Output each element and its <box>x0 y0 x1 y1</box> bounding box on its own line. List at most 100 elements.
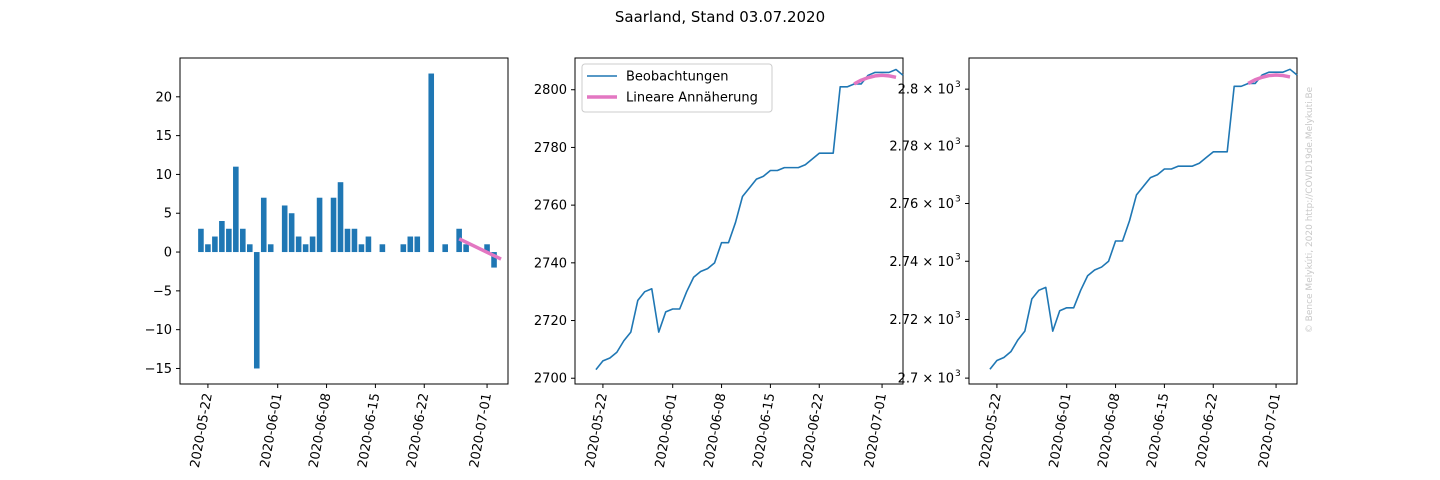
x-tick-label: 2020-06-01 <box>258 392 286 469</box>
y-tick-label: 2.8 × 10 <box>898 83 954 98</box>
figure-title: Saarland, Stand 03.07.2020 <box>615 8 825 26</box>
x-tick-label: 2020-07-01 <box>862 392 890 469</box>
y-tick-label-exponent: 3 <box>955 80 961 90</box>
y-tick-label: 2.72 × 10 <box>889 313 954 328</box>
daily-change-bar <box>205 244 211 253</box>
daily-change-bar <box>365 236 372 253</box>
x-tick-label: 2020-07-01 <box>1256 392 1284 469</box>
fit-series-line <box>1247 73 1291 86</box>
daily-change-bar <box>267 244 274 253</box>
observed-series-line <box>595 68 904 371</box>
y-tick-label-exponent: 3 <box>955 369 961 379</box>
observed-series-line <box>989 68 1298 370</box>
y-tick-label: −10 <box>145 323 172 338</box>
x-tick-label: 2020-06-15 <box>355 392 383 469</box>
daily-change-bar <box>491 252 497 268</box>
y-tick-label-exponent: 3 <box>955 252 961 262</box>
cumulative-log-lines <box>989 68 1298 370</box>
daily-change-bar <box>414 236 421 253</box>
y-tick-label: 2740 <box>534 256 567 271</box>
daily-change-bar <box>309 236 316 253</box>
daily-change-bar <box>212 236 218 253</box>
y-tick-label: 10 <box>155 168 172 183</box>
y-tick-label: 2800 <box>534 83 567 98</box>
x-tick-label: 2020-07-01 <box>467 392 495 469</box>
daily-change-bars <box>198 73 502 369</box>
daily-change-bar <box>240 228 246 253</box>
daily-change-bar <box>337 182 344 253</box>
daily-change-bar <box>484 244 490 253</box>
y-tick-label: 20 <box>155 90 172 105</box>
x-tick-label: 2020-06-22 <box>799 392 827 469</box>
cumulative-linear-lines <box>595 68 904 371</box>
x-tick-label: 2020-05-22 <box>977 392 1005 469</box>
chart-legend: Beobachtungen Lineare Annäherung <box>581 63 773 113</box>
daily-change-x-axis: 2020-05-22 2020-06-01 2020-06-08 2020-06-15… <box>188 384 495 469</box>
y-tick-label: 2780 <box>534 141 567 156</box>
daily-change-bar <box>400 244 407 253</box>
copyright-watermark: © Bence Melykúti, 2020 http://COVID19de.… <box>1305 86 1315 333</box>
y-tick-label: 2.7 × 10 <box>898 372 954 387</box>
y-tick-label-exponent: 3 <box>955 194 961 204</box>
x-tick-label: 2020-06-22 <box>404 392 432 469</box>
daily-change-bar <box>344 228 351 253</box>
x-tick-label: 2020-06-08 <box>1096 392 1124 469</box>
daily-change-bar <box>442 244 448 253</box>
panel-daily-changes-frame <box>179 57 509 385</box>
cumulative-log-x-axis: 2020-05-22 2020-06-01 2020-06-08 2020-06-15… <box>977 384 1284 469</box>
x-tick-label: 2020-06-01 <box>1047 392 1075 469</box>
x-tick-label: 2020-06-15 <box>750 392 778 469</box>
cumulative-linear-y-axis: 2700 2720 2740 2760 2780 2800 <box>534 83 575 387</box>
daily-change-bar <box>316 197 323 253</box>
y-tick-label: 2.76 × 10 <box>889 197 954 212</box>
daily-change-bar <box>281 205 288 253</box>
daily-change-bar <box>198 228 204 253</box>
legend-label-observed: Beobachtungen <box>626 70 729 85</box>
daily-change-y-axis: −15 −10 −5 0 5 10 15 20 <box>145 90 180 377</box>
y-tick-label: −5 <box>153 284 172 299</box>
x-tick-label: 2020-05-22 <box>188 392 216 469</box>
daily-change-bar <box>358 244 365 253</box>
daily-change-bar <box>246 244 253 253</box>
daily-change-fit-line <box>458 237 502 261</box>
y-tick-label: 2.74 × 10 <box>889 255 954 270</box>
x-tick-label: 2020-06-08 <box>307 392 335 469</box>
daily-change-bar <box>302 244 309 253</box>
y-tick-label: 15 <box>155 129 172 144</box>
y-tick-label: −15 <box>145 362 172 377</box>
panel-cumulative-log-frame <box>968 57 1298 385</box>
cumulative-log-y-axis: 2.7 × 10 32.72 × 10 32.74 × 10 32.76 × 10 32… <box>889 80 969 387</box>
daily-change-bar <box>219 221 225 253</box>
x-tick-label: 2020-06-01 <box>653 392 681 469</box>
daily-change-bar <box>253 252 260 369</box>
daily-change-bar <box>428 73 435 253</box>
x-tick-label: 2020-06-15 <box>1144 392 1172 469</box>
y-tick-label-exponent: 3 <box>955 137 961 147</box>
daily-change-bar <box>351 228 358 253</box>
legend-label-fit: Lineare Annäherung <box>626 91 758 106</box>
y-tick-label: 2760 <box>534 199 567 214</box>
legend-box <box>581 63 773 113</box>
fit-series-line <box>853 73 897 86</box>
daily-change-bar <box>295 236 302 253</box>
daily-change-bar <box>463 244 469 253</box>
daily-change-bar <box>379 244 386 253</box>
daily-change-bar <box>330 197 337 253</box>
daily-change-bar <box>226 228 232 253</box>
daily-change-bar <box>407 236 414 253</box>
y-tick-label: 0 <box>164 246 172 261</box>
x-tick-label: 2020-06-08 <box>702 392 730 469</box>
y-tick-label: 5 <box>164 207 172 222</box>
y-tick-label: 2.78 × 10 <box>889 140 954 155</box>
daily-change-bar <box>288 213 295 253</box>
y-tick-label-exponent: 3 <box>955 310 961 320</box>
daily-change-bar <box>233 166 239 253</box>
x-tick-label: 2020-05-22 <box>583 392 611 469</box>
cumulative-linear-x-axis: 2020-05-22 2020-06-01 2020-06-08 2020-06-15… <box>583 384 890 469</box>
panel-cumulative-log: 2.7 × 10 32.72 × 10 32.74 × 10 32.76 × 10 32… <box>889 57 1298 469</box>
x-tick-label: 2020-06-22 <box>1193 392 1221 469</box>
y-tick-label: 2700 <box>534 372 567 387</box>
